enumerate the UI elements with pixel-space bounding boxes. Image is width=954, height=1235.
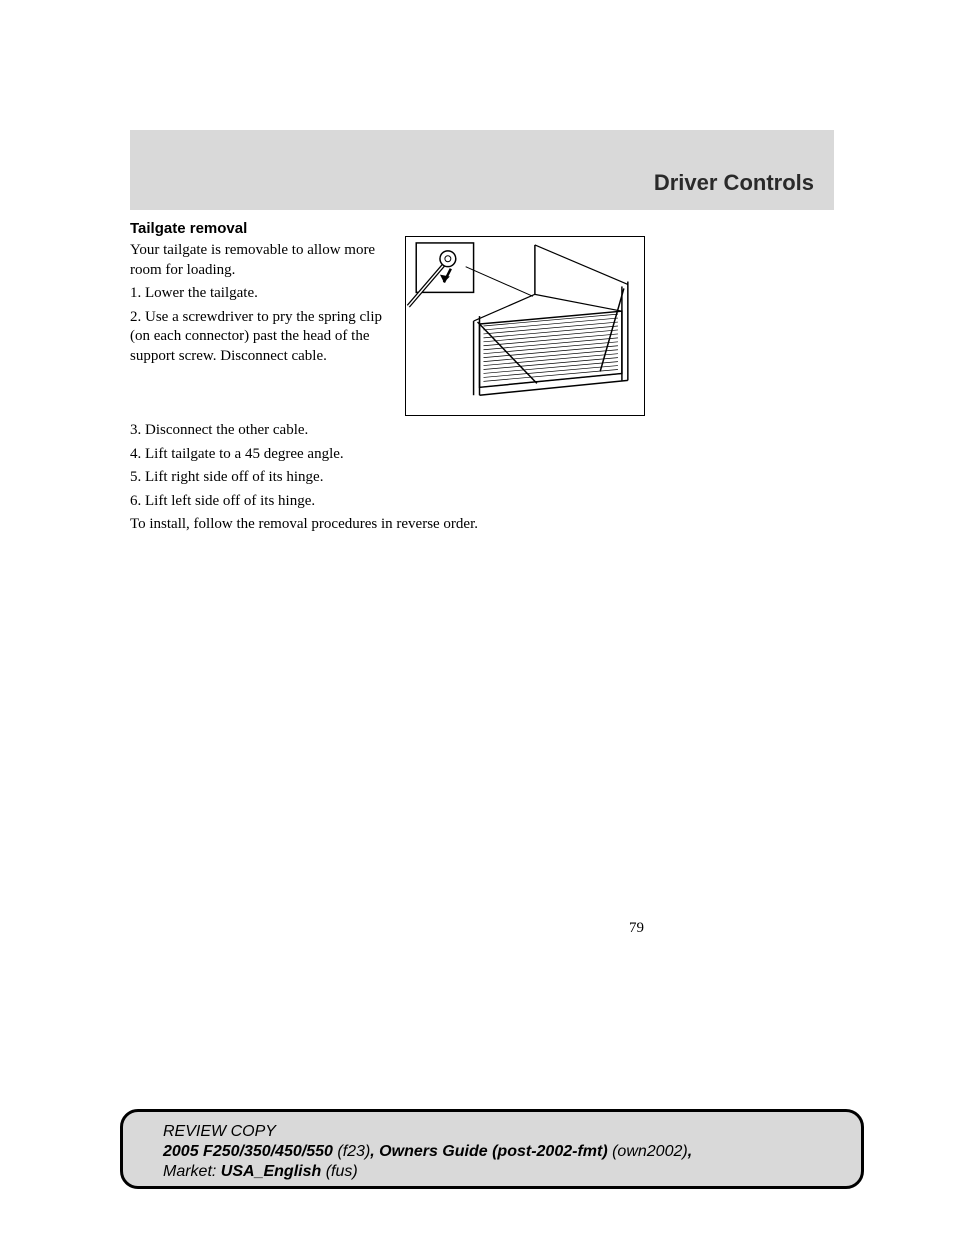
footer-guide: , Owners Guide (post-2002-fmt) xyxy=(370,1143,607,1160)
section-subtitle: Tailgate removal xyxy=(130,220,390,237)
intro-text: Your tailgate is removable to allow more… xyxy=(130,241,390,280)
page-container: Driver Controls Tailgate removal Your ta… xyxy=(0,0,954,1235)
step-2: 2. Use a screwdriver to pry the spring c… xyxy=(130,308,390,367)
footer-market: USA_English xyxy=(221,1163,321,1180)
footer-model: 2005 F250/350/450/550 xyxy=(163,1143,333,1160)
header-band: Driver Controls xyxy=(130,130,834,210)
footer-box: REVIEW COPY 2005 F250/350/450/550 (f23),… xyxy=(120,1109,864,1189)
step-1: 1. Lower the tailgate. xyxy=(130,284,390,304)
step-3: 3. Disconnect the other cable. xyxy=(130,421,834,441)
closing-text: To install, follow the removal procedure… xyxy=(130,515,834,535)
footer-market-label: Market: xyxy=(163,1163,221,1180)
footer-line3: Market: USA_English (fus) xyxy=(163,1162,831,1182)
step-5: 5. Lift right side off of its hinge. xyxy=(130,468,834,488)
step-4: 4. Lift tailgate to a 45 degree angle. xyxy=(130,445,834,465)
page-number: 79 xyxy=(629,920,644,937)
figure-column xyxy=(405,220,645,421)
footer-comma: , xyxy=(688,1143,692,1160)
chapter-title: Driver Controls xyxy=(654,170,814,196)
footer-line2: 2005 F250/350/450/550 (f23), Owners Guid… xyxy=(163,1142,831,1162)
footer-line1: REVIEW COPY xyxy=(163,1122,831,1142)
footer-code2: (own2002) xyxy=(608,1143,688,1160)
step-6: 6. Lift left side off of its hinge. xyxy=(130,492,834,512)
text-column: Tailgate removal Your tailgate is remova… xyxy=(130,220,390,421)
tailgate-diagram xyxy=(405,236,645,416)
footer-code3: (fus) xyxy=(321,1163,357,1180)
footer-code1: (f23) xyxy=(333,1143,370,1160)
content-area: Tailgate removal Your tailgate is remova… xyxy=(130,220,834,421)
